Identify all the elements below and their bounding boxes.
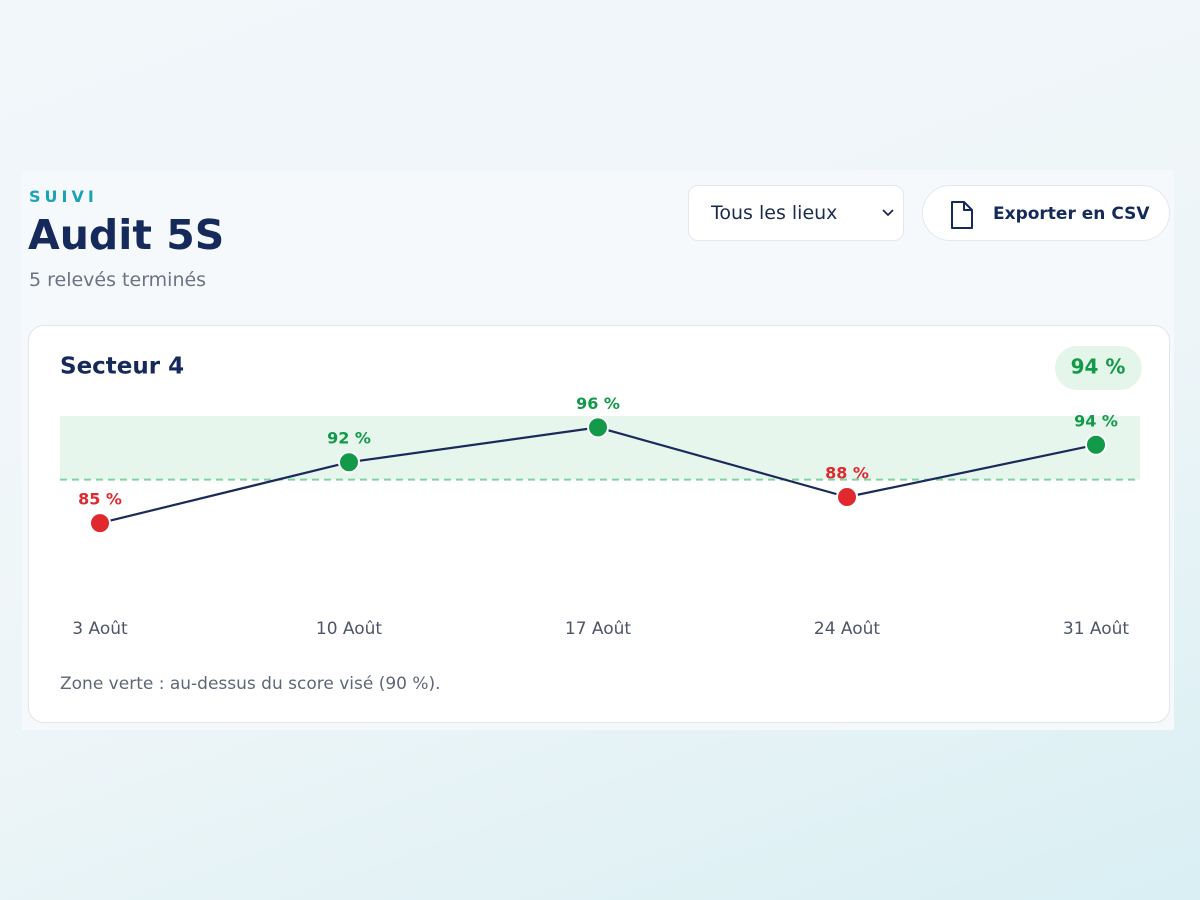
x-tick-label: 10 Août <box>316 619 383 639</box>
point <box>836 486 858 508</box>
point <box>1085 433 1107 456</box>
file-icon <box>951 201 973 229</box>
eyebrow: SUIVI <box>29 187 98 206</box>
select-label: Tous les lieux <box>711 202 838 224</box>
badge <box>1055 346 1142 390</box>
chart-card <box>28 325 1170 723</box>
value-label: 94 % <box>1074 411 1118 430</box>
point <box>338 451 360 474</box>
location-select[interactable]: Tous les lieux <box>688 185 904 241</box>
x-tick-label: 3 Août <box>72 619 128 639</box>
subtitle: 5 relevés terminés <box>29 269 207 291</box>
value-label: 92 % <box>327 429 371 448</box>
export-button[interactable]: Exporter en CSV <box>922 185 1170 241</box>
x-tick-label: 17 Août <box>565 619 632 639</box>
page-title: Audit 5S <box>28 211 225 259</box>
value-label: 85 % <box>78 490 122 509</box>
point <box>89 512 111 535</box>
export-label: Exporter en CSV <box>993 204 1150 224</box>
point <box>587 416 609 439</box>
badge-label: 94 % <box>1071 355 1126 379</box>
x-tick-label: 31 Août <box>1063 619 1130 639</box>
chart-title: Secteur 4 <box>60 354 184 380</box>
x-tick-label: 24 Août <box>814 619 881 639</box>
value-label: 88 % <box>825 464 869 483</box>
value-label: 96 % <box>576 394 620 413</box>
chevron-icon <box>882 209 894 217</box>
chart-note: Zone verte : au-dessus du score visé (90… <box>60 674 441 694</box>
